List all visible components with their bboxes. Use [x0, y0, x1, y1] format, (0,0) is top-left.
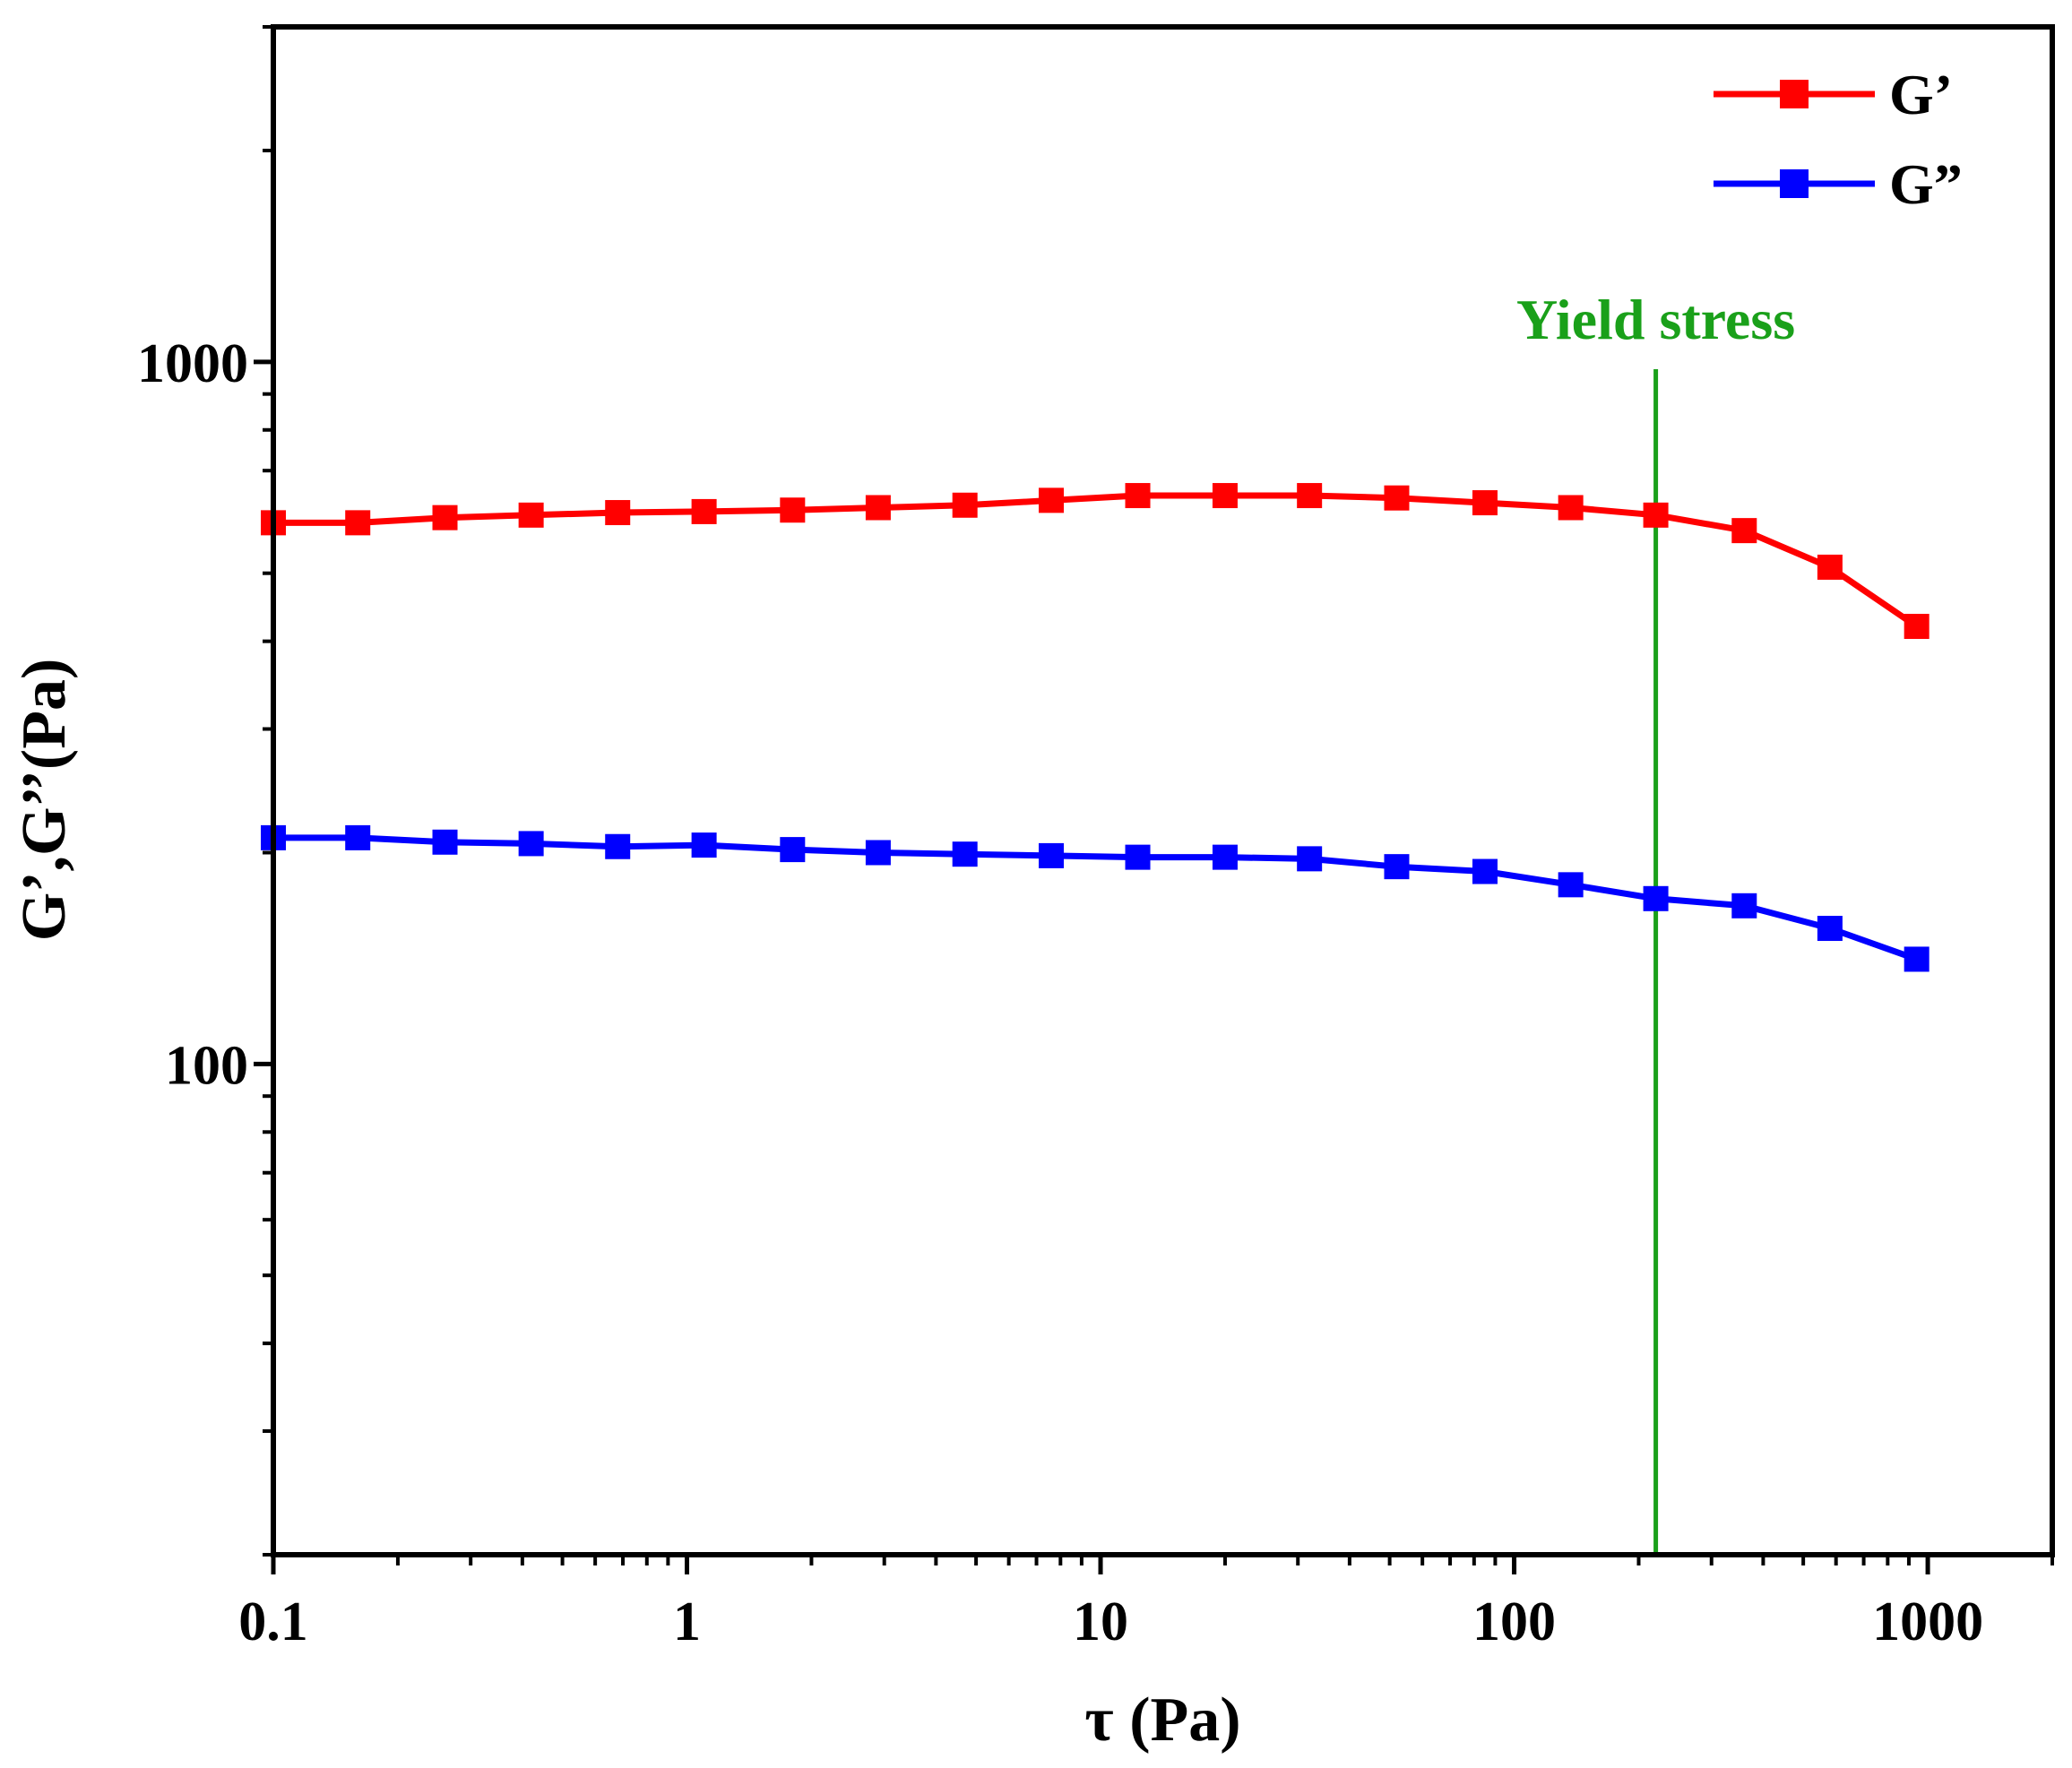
x-tick-label: 100	[1472, 1591, 1556, 1652]
data-point	[691, 498, 717, 524]
data-point	[1039, 487, 1065, 513]
x-axis-title: τ (Pa)	[1084, 1686, 1240, 1755]
data-point	[780, 837, 806, 863]
data-point	[518, 502, 544, 528]
series	[261, 483, 1930, 972]
data-point	[1212, 844, 1238, 870]
axes: 0.1 1 10 100 1000 100 1000	[137, 25, 2054, 1652]
y-axis-title: G’,G’’(Pa)	[10, 659, 79, 942]
legend-marker	[1780, 169, 1809, 198]
data-point	[1904, 946, 1930, 972]
y-tick-label: 1000	[137, 333, 248, 394]
plot-frame	[271, 24, 2055, 1557]
data-point	[1297, 483, 1323, 509]
y-tick-label: 100	[165, 1035, 248, 1096]
data-point	[1384, 485, 1410, 511]
data-point	[1817, 916, 1843, 942]
data-point	[1643, 502, 1669, 528]
data-point	[1731, 893, 1757, 918]
data-point	[952, 492, 978, 518]
data-point	[1643, 885, 1669, 911]
data-point	[432, 505, 458, 530]
data-point	[1472, 858, 1498, 884]
legend-marker	[1780, 80, 1809, 108]
x-tick-label: 0.1	[238, 1591, 308, 1652]
data-point	[1558, 872, 1584, 898]
data-point	[1558, 495, 1584, 521]
series-g-prime	[261, 483, 1930, 640]
data-point	[1125, 844, 1151, 870]
data-point	[432, 829, 458, 855]
x-tick-label: 1	[673, 1591, 701, 1652]
data-point	[1212, 483, 1238, 509]
x-tick-label: 1000	[1872, 1591, 1983, 1652]
legend-label: G”	[1889, 152, 1963, 216]
data-point	[1817, 554, 1843, 580]
data-point	[865, 495, 891, 521]
data-point	[1125, 483, 1151, 509]
legend: G’ G”	[1714, 63, 1963, 216]
data-point	[952, 841, 978, 867]
annotations: Yield stress	[1516, 288, 1795, 1555]
data-point	[605, 833, 631, 859]
data-point	[1384, 854, 1410, 880]
data-point	[1039, 842, 1065, 868]
data-point	[1472, 490, 1498, 516]
data-point	[345, 824, 371, 850]
data-point	[780, 497, 806, 523]
legend-label: G’	[1889, 63, 1953, 126]
data-point	[518, 831, 544, 857]
data-point	[1297, 846, 1323, 872]
yield-stress-label: Yield stress	[1516, 288, 1795, 351]
series-g-double-prime	[261, 824, 1930, 972]
series-line	[273, 834, 1918, 962]
data-point	[345, 510, 371, 536]
x-tick-label: 10	[1073, 1591, 1128, 1652]
data-point	[865, 840, 891, 866]
data-point	[1904, 614, 1930, 640]
data-point	[605, 500, 631, 526]
data-point	[691, 832, 717, 858]
series-line	[273, 492, 1919, 629]
data-point	[1731, 518, 1757, 544]
